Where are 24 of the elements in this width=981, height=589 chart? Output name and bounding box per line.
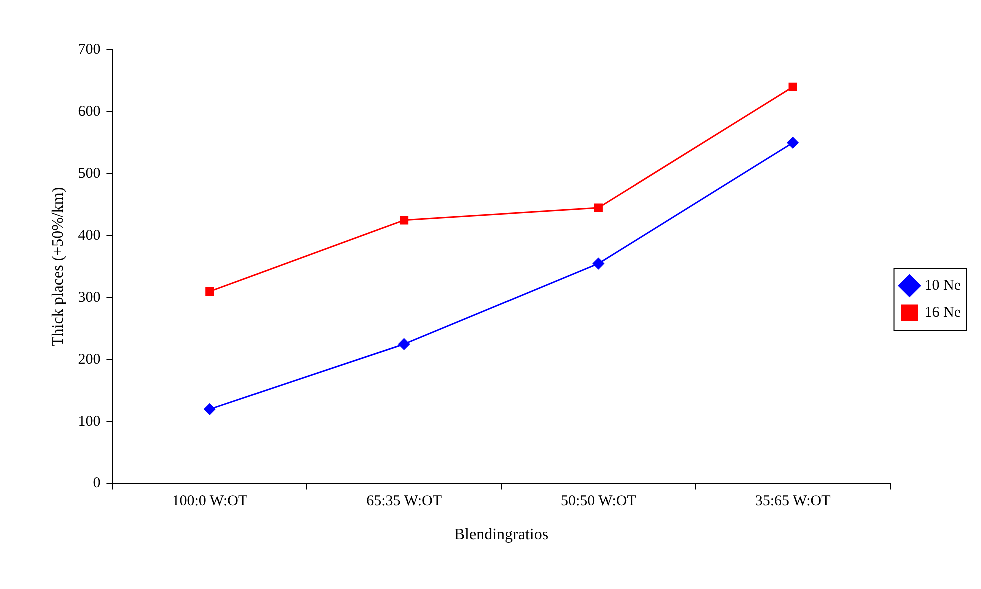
y-tick-label: 200 (78, 352, 101, 368)
point (594, 204, 603, 212)
point (787, 137, 799, 149)
legend-label: 16 Ne (924, 304, 962, 321)
y-tick-label: 100 (78, 414, 101, 430)
x-tick-label: 100:0 W:OT (172, 494, 248, 510)
point (788, 82, 798, 92)
x-tick-label: 65:35 W:OT (366, 494, 442, 510)
y-tick-label: 700 (78, 42, 101, 58)
y-tick-label: 300 (78, 290, 101, 306)
y-tick-label: 600 (78, 104, 101, 120)
y-tick-label: 500 (78, 166, 101, 182)
y-tick-label: 400 (78, 228, 101, 244)
legend-label: 10 Ne (924, 278, 962, 294)
point (400, 216, 409, 225)
point (398, 338, 410, 350)
x-tick-label: 35:65 W:OT (755, 494, 831, 510)
point (204, 404, 216, 416)
point (592, 258, 604, 270)
y-tick-label: 0 (93, 476, 101, 492)
x-tick-label: 50:50 W:OT (560, 494, 636, 510)
point (206, 287, 214, 296)
x-axis-title: Blendingratios (454, 526, 549, 544)
y-axis-title: Thick places (+50%/km) (50, 187, 67, 346)
